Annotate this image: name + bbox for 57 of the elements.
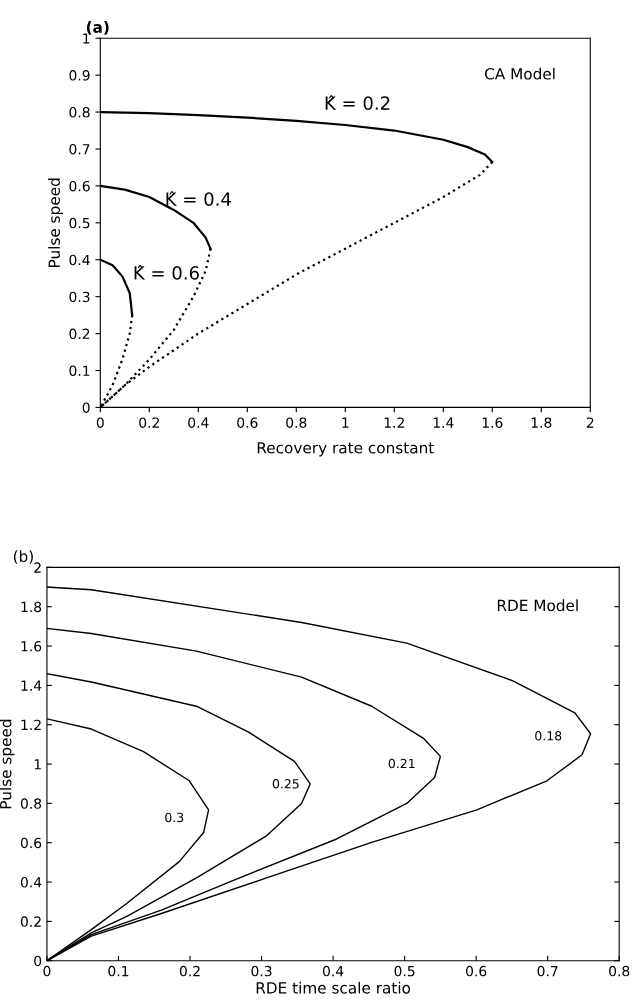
annotation: 0.3 xyxy=(165,812,184,823)
x-tick-label: 0.7 xyxy=(537,965,558,977)
y-tick-label: 0.8 xyxy=(69,107,90,118)
y-tick-label: 0 xyxy=(34,955,42,967)
y-tick-label: 0.4 xyxy=(69,254,90,266)
x-tick-label: 1.8 xyxy=(531,417,552,428)
x-tick-label: 0.5 xyxy=(394,965,415,977)
y-tick-label: 1 xyxy=(34,759,41,770)
x-axis-title: Recovery rate constant xyxy=(257,442,434,457)
x-tick-label: 1.2 xyxy=(384,417,404,428)
y-axis-title: Pulse speed xyxy=(48,178,63,267)
y-tick-label: 0.1 xyxy=(69,365,90,376)
y-tick-label: 0.6 xyxy=(69,180,90,192)
y-tick-label: 1 xyxy=(83,33,90,44)
x-tick-label: 0.8 xyxy=(286,417,307,428)
annotation: 0.25 xyxy=(272,779,299,789)
y-axis-title: Pulse speed xyxy=(0,719,15,809)
y-tick-label: 1.2 xyxy=(21,719,41,730)
y-tick-label: 2 xyxy=(34,562,41,573)
x-tick-label: 0.2 xyxy=(139,417,159,428)
x-tick-label: 2 xyxy=(586,417,594,428)
y-tick-label: 0.2 xyxy=(20,916,41,927)
y-tick-label: 1.4 xyxy=(21,680,42,691)
y-tick-label: 0.2 xyxy=(69,328,90,340)
x-axis-title: RDE time scale ratio xyxy=(256,981,411,994)
x-tick-label: 0.6 xyxy=(237,417,258,428)
y-tick-label: 0.7 xyxy=(69,143,90,155)
x-tick-label: 0.1 xyxy=(108,965,129,977)
x-tick-label: 0.3 xyxy=(251,965,272,977)
y-tick-label: 0.9 xyxy=(69,70,90,81)
y-tick-label: 1.6 xyxy=(21,641,42,652)
annotation: K̂ = 0.6 xyxy=(134,265,199,280)
x-tick-label: 1.6 xyxy=(482,417,503,428)
y-tick-label: 0.5 xyxy=(69,217,90,229)
x-tick-label: 0 xyxy=(96,417,104,428)
annotation: K̂ = 0.4 xyxy=(166,191,231,206)
chart-title: (b) xyxy=(13,550,33,564)
y-tick-label: 0.8 xyxy=(20,798,42,809)
y-tick-label: 0.4 xyxy=(20,877,42,888)
y-tick-label: 0.3 xyxy=(69,291,90,303)
x-tick-label: 1.4 xyxy=(433,417,454,428)
x-tick-label: 1 xyxy=(342,417,349,428)
x-tick-label: 0.4 xyxy=(188,417,209,428)
x-tick-label: 0.2 xyxy=(179,965,200,977)
annotation: RDE Model xyxy=(497,599,578,612)
x-tick-label: 0.4 xyxy=(322,965,344,977)
y-tick-label: 1.8 xyxy=(21,601,42,613)
annotation: 0.18 xyxy=(535,731,562,741)
x-tick-label: 0 xyxy=(43,965,51,977)
x-tick-label: 0.6 xyxy=(466,965,487,977)
y-tick-label: 0.6 xyxy=(20,837,42,849)
chart-title: (a) xyxy=(86,21,109,35)
annotation: CA Model xyxy=(484,67,555,80)
x-tick-label: 0.8 xyxy=(609,965,630,977)
annotation: K̂ = 0.2 xyxy=(325,95,390,110)
annotation: 0.21 xyxy=(388,758,415,769)
y-tick-label: 0 xyxy=(82,402,90,413)
